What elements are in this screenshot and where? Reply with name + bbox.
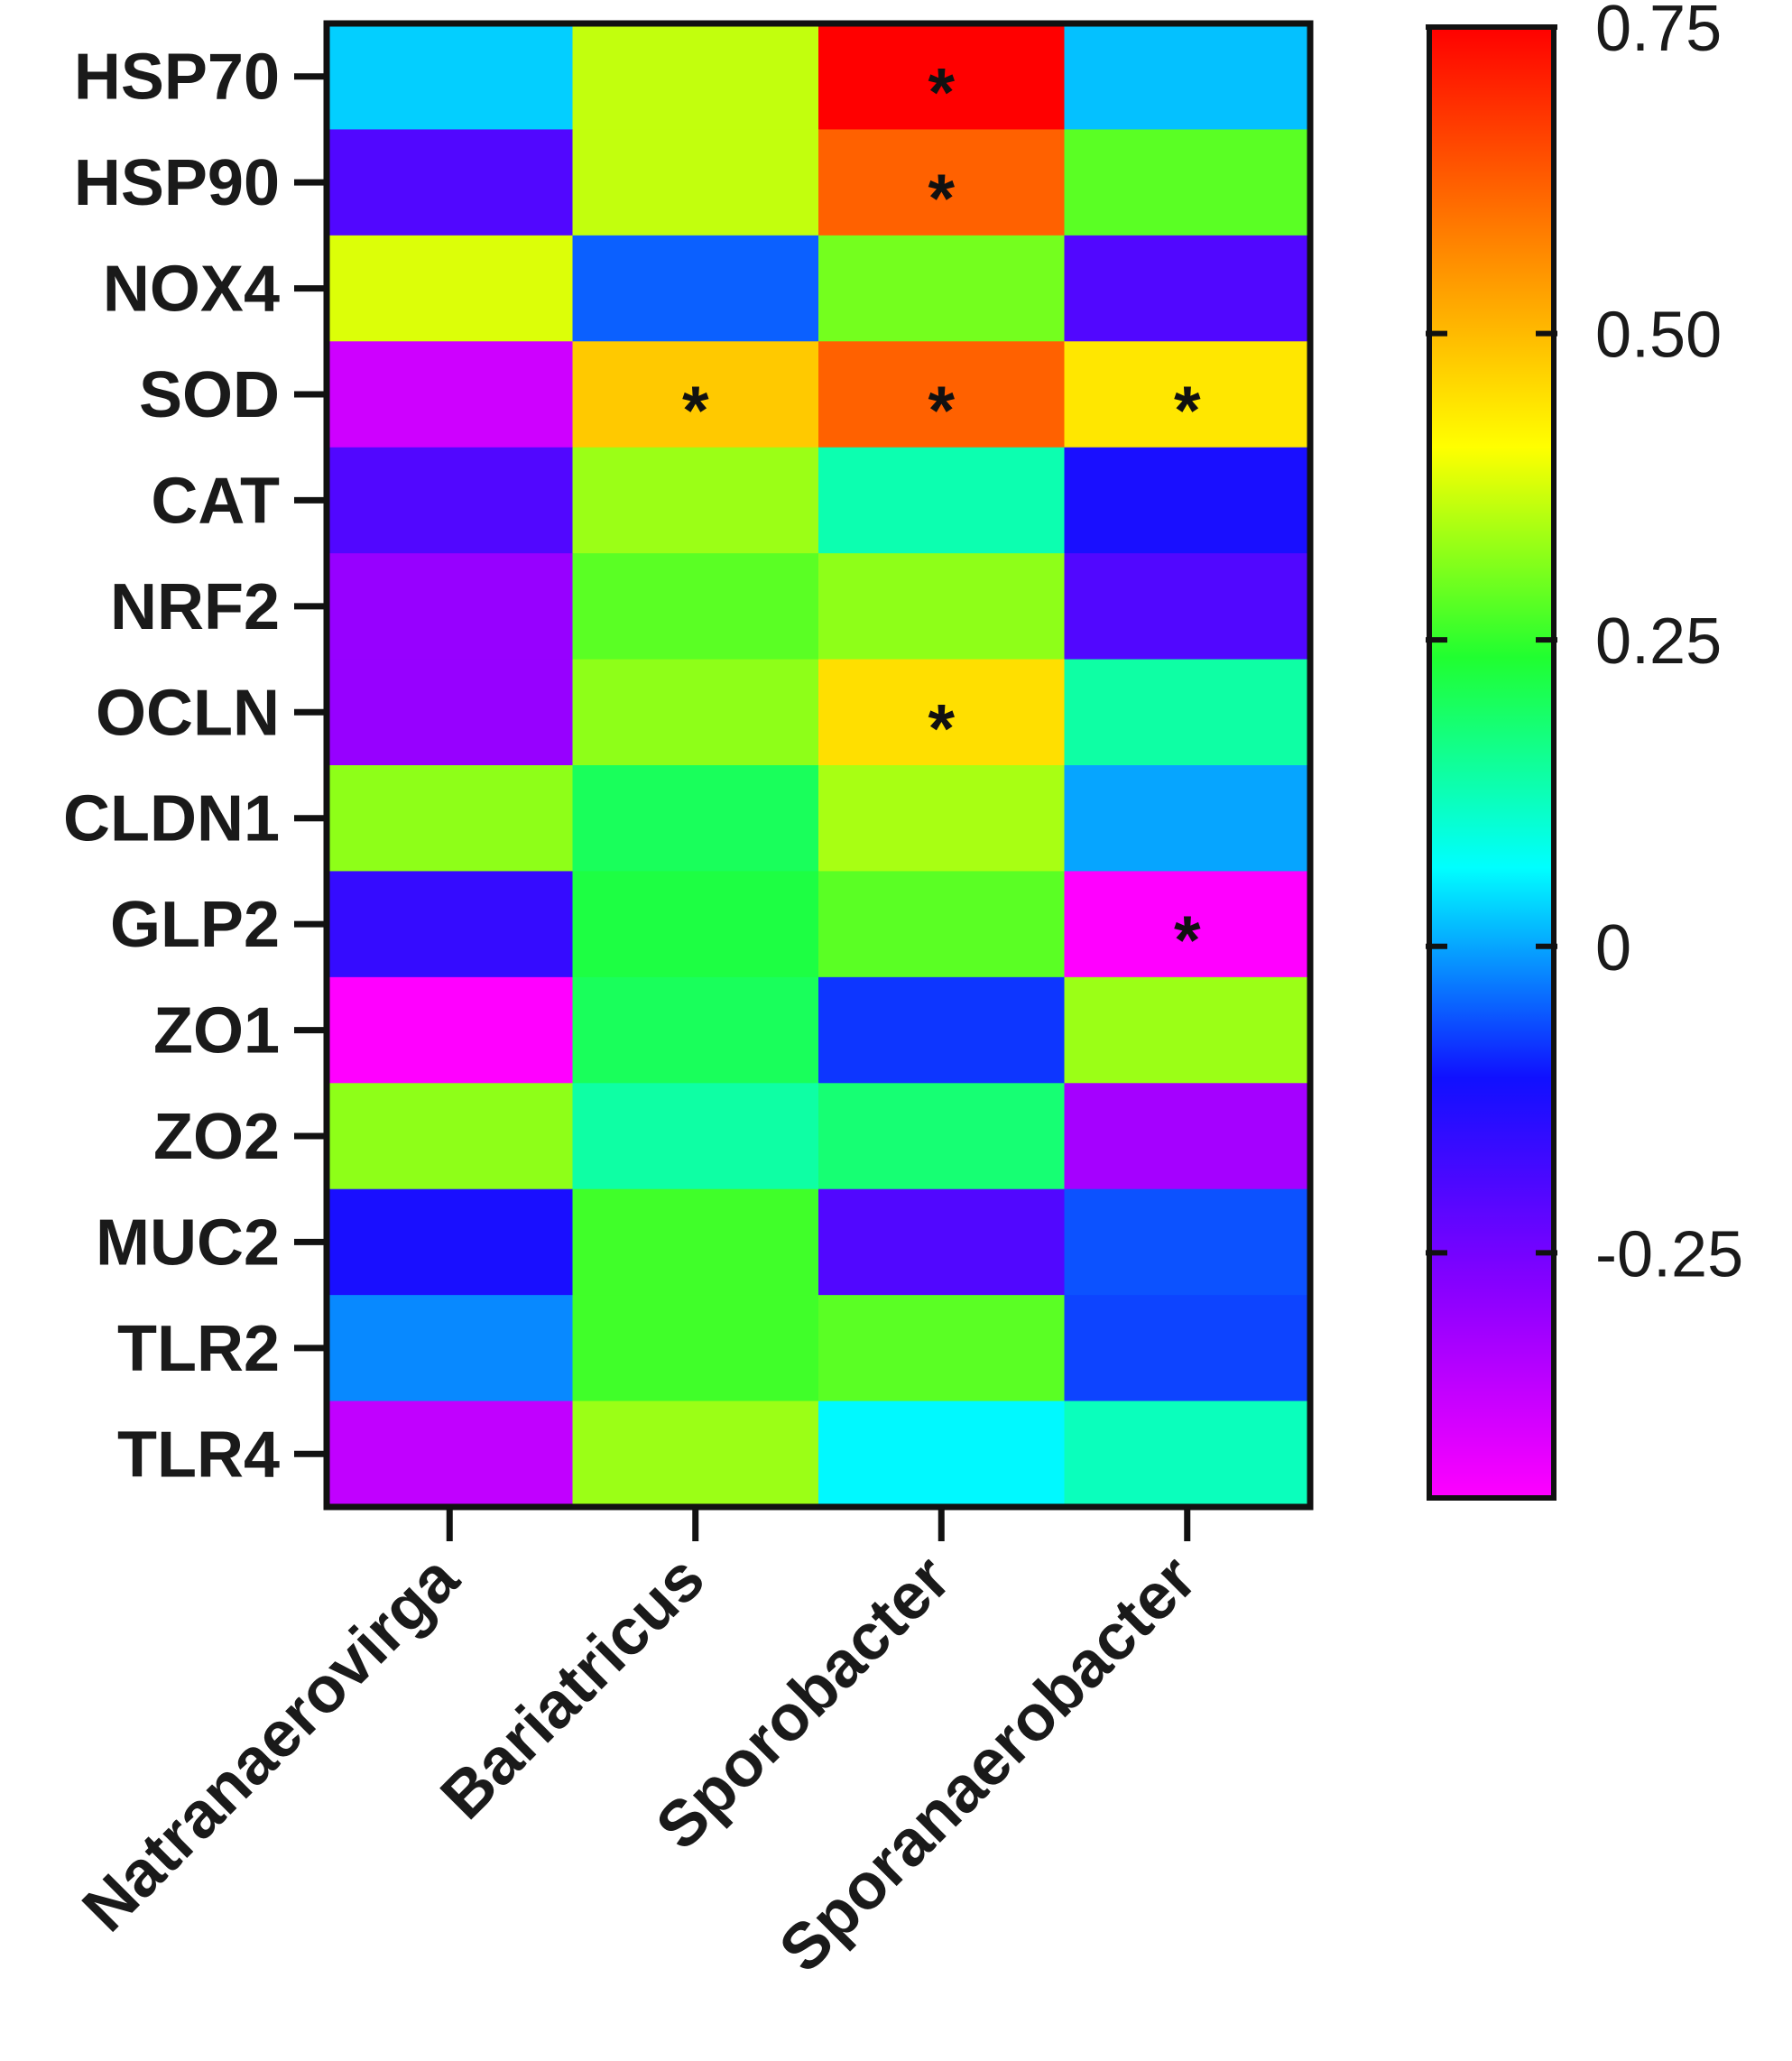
row-axis: HSP70 HSP90 NOX4 SOD CAT NRF2 OCLN CLDN1 GLP2 ZO1… (63, 42, 327, 1491)
significance-star: * (1174, 902, 1201, 979)
row-label-nrf2: NRF2 (110, 571, 280, 643)
cell-zo1-natranaerovirga (327, 976, 573, 1084)
cell-zo2-natranaerovirga (327, 1083, 573, 1190)
cell-hsp70-bariatricus (572, 23, 819, 130)
colorbar-tick-label: 0.75 (1595, 0, 1722, 65)
column-label-natranaerovirga: Natranaerovirga (69, 1541, 474, 1945)
cell-zo1-sporanaerobacter (1064, 976, 1311, 1084)
cell-hsp70-sporanaerobacter (1064, 23, 1311, 130)
cell-cat-sporanaerobacter (1064, 447, 1311, 554)
cell-zo2-sporobacter (818, 1083, 1065, 1190)
cell-muc2-natranaerovirga (327, 1188, 573, 1296)
cell-ocln-natranaerovirga (327, 659, 573, 766)
cell-sod-sporobacter (818, 341, 1065, 448)
cell-nox4-natranaerovirga (327, 235, 573, 342)
row-label-zo1: ZO1 (153, 995, 280, 1067)
cell-tlr4-bariatricus (572, 1400, 819, 1508)
cell-hsp90-sporanaerobacter (1064, 129, 1311, 236)
cell-ocln-sporobacter (818, 659, 1065, 766)
cell-hsp90-natranaerovirga (327, 129, 573, 236)
significance-star: * (928, 373, 955, 449)
row-label-muc2: MUC2 (96, 1206, 280, 1279)
row-label-nox4: NOX4 (103, 254, 280, 326)
cell-ocln-bariatricus (572, 659, 819, 766)
cell-nrf2-bariatricus (572, 553, 819, 661)
cell-cldn1-sporanaerobacter (1064, 765, 1311, 872)
cell-glp2-natranaerovirga (327, 871, 573, 978)
cell-muc2-bariatricus (572, 1188, 819, 1296)
row-label-ocln: OCLN (96, 677, 280, 749)
cell-hsp70-natranaerovirga (327, 23, 573, 130)
row-label-sod: SOD (139, 359, 280, 431)
cell-cat-sporobacter (818, 447, 1065, 554)
cell-nrf2-sporanaerobacter (1064, 553, 1311, 661)
cell-glp2-sporanaerobacter (1064, 871, 1311, 978)
significance-star: * (682, 373, 709, 449)
cell-nox4-bariatricus (572, 235, 819, 342)
cell-cldn1-natranaerovirga (327, 765, 573, 872)
colorbar (1429, 27, 1554, 1498)
cell-sod-bariatricus (572, 341, 819, 448)
cell-nrf2-natranaerovirga (327, 553, 573, 661)
significance-star: * (1174, 373, 1201, 449)
colorbar-tick-label: 0.25 (1595, 605, 1722, 678)
cell-nox4-sporanaerobacter (1064, 235, 1311, 342)
cell-tlr2-natranaerovirga (327, 1295, 573, 1402)
cell-cldn1-sporobacter (818, 765, 1065, 872)
colorbar-frame (1427, 24, 1556, 1501)
row-label-tlr4: TLR4 (117, 1419, 280, 1491)
plot-frame (323, 20, 1314, 1511)
row-label-hsp70: HSP70 (74, 42, 280, 114)
significance-star: * (928, 55, 955, 132)
row-label-tlr2: TLR2 (117, 1313, 280, 1385)
colorbar-tick-label: 0.50 (1595, 300, 1722, 372)
cell-tlr2-bariatricus (572, 1295, 819, 1402)
cell-nox4-sporobacter (818, 235, 1065, 342)
cell-muc2-sporobacter (818, 1188, 1065, 1296)
cell-glp2-sporobacter (818, 871, 1065, 978)
cell-zo1-bariatricus (572, 976, 819, 1084)
cell-tlr4-sporobacter (818, 1400, 1065, 1508)
cell-sod-sporanaerobacter (1064, 341, 1311, 448)
cell-cat-natranaerovirga (327, 447, 573, 554)
cell-ocln-sporanaerobacter (1064, 659, 1311, 766)
cell-glp2-bariatricus (572, 871, 819, 978)
cell-tlr4-sporanaerobacter (1064, 1400, 1311, 1508)
cell-nrf2-sporobacter (818, 553, 1065, 661)
significance-star: * (928, 690, 955, 767)
colorbar-axis: 0.75 0.50 0.25 0 -0.25 (1426, 0, 1743, 1290)
colorbar-tick-label: 0 (1595, 912, 1631, 984)
cell-zo2-sporanaerobacter (1064, 1083, 1311, 1190)
colorbar-tick-label: -0.25 (1595, 1218, 1743, 1290)
row-label-cat: CAT (151, 465, 280, 537)
row-label-glp2: GLP2 (110, 889, 280, 961)
cell-zo2-bariatricus (572, 1083, 819, 1190)
cell-sod-natranaerovirga (327, 341, 573, 448)
row-label-cldn1: CLDN1 (63, 783, 280, 855)
cell-muc2-sporanaerobacter (1064, 1188, 1311, 1296)
heatmap-cells (327, 23, 1311, 1508)
significance-star: * (928, 161, 955, 237)
row-label-hsp90: HSP90 (74, 147, 280, 219)
significance-markers: * * * * * * * (682, 55, 1201, 979)
cell-hsp70-sporobacter (818, 23, 1065, 130)
cell-hsp90-bariatricus (572, 129, 819, 236)
cell-tlr4-natranaerovirga (327, 1400, 573, 1508)
cell-zo1-sporobacter (818, 976, 1065, 1084)
column-label-sporanaerobacter: Sporanaerobacter (766, 1542, 1210, 1986)
cell-cldn1-bariatricus (572, 765, 819, 872)
column-axis: NatranaerovirgaBariatricusSporobacterSpo… (69, 1507, 1210, 1986)
cell-tlr2-sporobacter (818, 1295, 1065, 1402)
cell-hsp90-sporobacter (818, 129, 1065, 236)
cell-tlr2-sporanaerobacter (1064, 1295, 1311, 1402)
cell-cat-bariatricus (572, 447, 819, 554)
row-label-zo2: ZO2 (153, 1101, 280, 1173)
